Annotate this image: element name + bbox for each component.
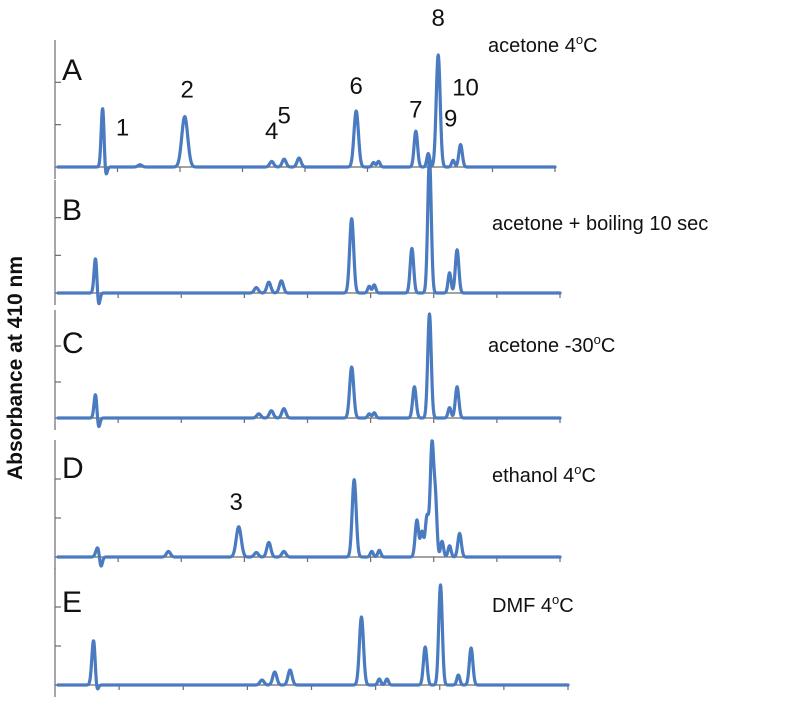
- peak-label-10: 10: [452, 74, 479, 101]
- condition-text: acetone 4: [488, 35, 576, 57]
- condition-label: ethanol 4oC: [492, 462, 596, 487]
- trace-line: [56, 312, 562, 429]
- peak-label-6: 6: [350, 73, 363, 100]
- condition-label: acetone + boiling 10 sec: [492, 213, 708, 235]
- panel-letter: C: [62, 327, 84, 360]
- condition-label: acetone -30oC: [488, 332, 615, 357]
- peak-label-3: 3: [230, 489, 243, 516]
- panel-e: E DMF 4oC: [54, 568, 574, 697]
- panel-letter: B: [62, 194, 82, 227]
- peak-label-2: 2: [181, 77, 194, 104]
- panel-letter: D: [62, 452, 84, 485]
- panel-letter: E: [62, 586, 82, 619]
- degree-sign: o: [594, 332, 601, 347]
- condition-unit: C: [559, 595, 573, 617]
- peak-label-9: 9: [444, 106, 457, 133]
- condition-text: ethanol 4: [492, 465, 574, 487]
- condition-text: acetone -30: [488, 335, 594, 357]
- trace-line: [56, 583, 570, 691]
- peak-label-5: 5: [277, 102, 290, 129]
- degree-sign: o: [552, 592, 559, 607]
- panel-letter: A: [62, 54, 82, 87]
- peak-label-8: 8: [432, 5, 445, 32]
- condition-text: DMF 4: [492, 595, 552, 617]
- peak-label-1: 1: [116, 115, 129, 142]
- peak-label-7: 7: [409, 97, 422, 124]
- degree-sign: o: [576, 32, 583, 47]
- trace-line: [56, 156, 562, 306]
- peak-label-4: 4: [265, 118, 278, 145]
- y-axis-label: Absorbance at 410 nm: [4, 256, 27, 480]
- condition-label: DMF 4oC: [492, 592, 574, 617]
- condition-label: acetone 4oC: [488, 32, 598, 57]
- degree-sign: o: [574, 462, 581, 477]
- condition-unit: C: [582, 465, 596, 487]
- trace-line: [56, 439, 562, 568]
- trace-line: [56, 53, 557, 176]
- condition-unit: C: [583, 35, 597, 57]
- condition-text: acetone + boiling 10 sec: [492, 213, 708, 235]
- condition-unit: C: [601, 335, 615, 357]
